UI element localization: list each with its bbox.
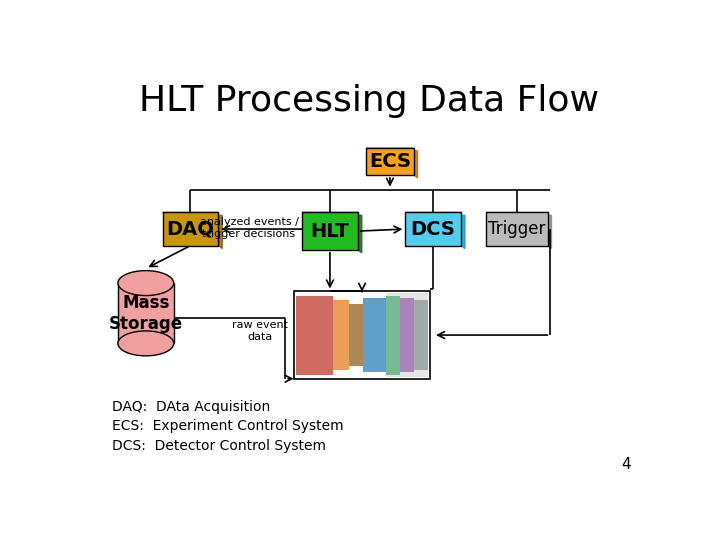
Bar [413, 300, 428, 370]
Text: analyzed events /
trigger decisions: analyzed events / trigger decisions [199, 218, 299, 239]
Bar [294, 292, 431, 379]
Polygon shape [486, 212, 552, 248]
Text: raw event
data: raw event data [232, 320, 288, 342]
Polygon shape [302, 212, 361, 253]
FancyBboxPatch shape [405, 212, 461, 246]
Text: ECS:  Experiment Control System: ECS: Experiment Control System [112, 420, 344, 434]
FancyBboxPatch shape [486, 212, 547, 246]
Bar [386, 295, 400, 375]
FancyBboxPatch shape [302, 212, 358, 250]
Bar [118, 283, 174, 343]
Polygon shape [405, 212, 465, 248]
Text: Trigger: Trigger [488, 220, 546, 238]
Bar [297, 295, 333, 375]
Text: HLT Processing Data Flow: HLT Processing Data Flow [139, 84, 599, 118]
Text: 4: 4 [621, 457, 631, 472]
Polygon shape [366, 148, 418, 178]
Text: DCS:  Detector Control System: DCS: Detector Control System [112, 440, 326, 454]
Bar [349, 304, 364, 366]
Text: HLT: HLT [310, 221, 349, 241]
FancyBboxPatch shape [163, 212, 218, 246]
Text: ECS: ECS [369, 152, 411, 171]
Bar [386, 294, 428, 377]
Text: DAQ: DAQ [166, 220, 215, 239]
Polygon shape [163, 212, 222, 248]
Text: Mass
Storage: Mass Storage [109, 294, 183, 333]
Ellipse shape [118, 271, 174, 295]
Text: DCS: DCS [410, 220, 456, 239]
Bar [333, 300, 349, 370]
Ellipse shape [118, 331, 174, 356]
Bar [400, 298, 413, 373]
FancyBboxPatch shape [366, 148, 413, 175]
Bar [364, 298, 386, 373]
Text: DAQ:  DAta Acquisition: DAQ: DAta Acquisition [112, 400, 271, 414]
